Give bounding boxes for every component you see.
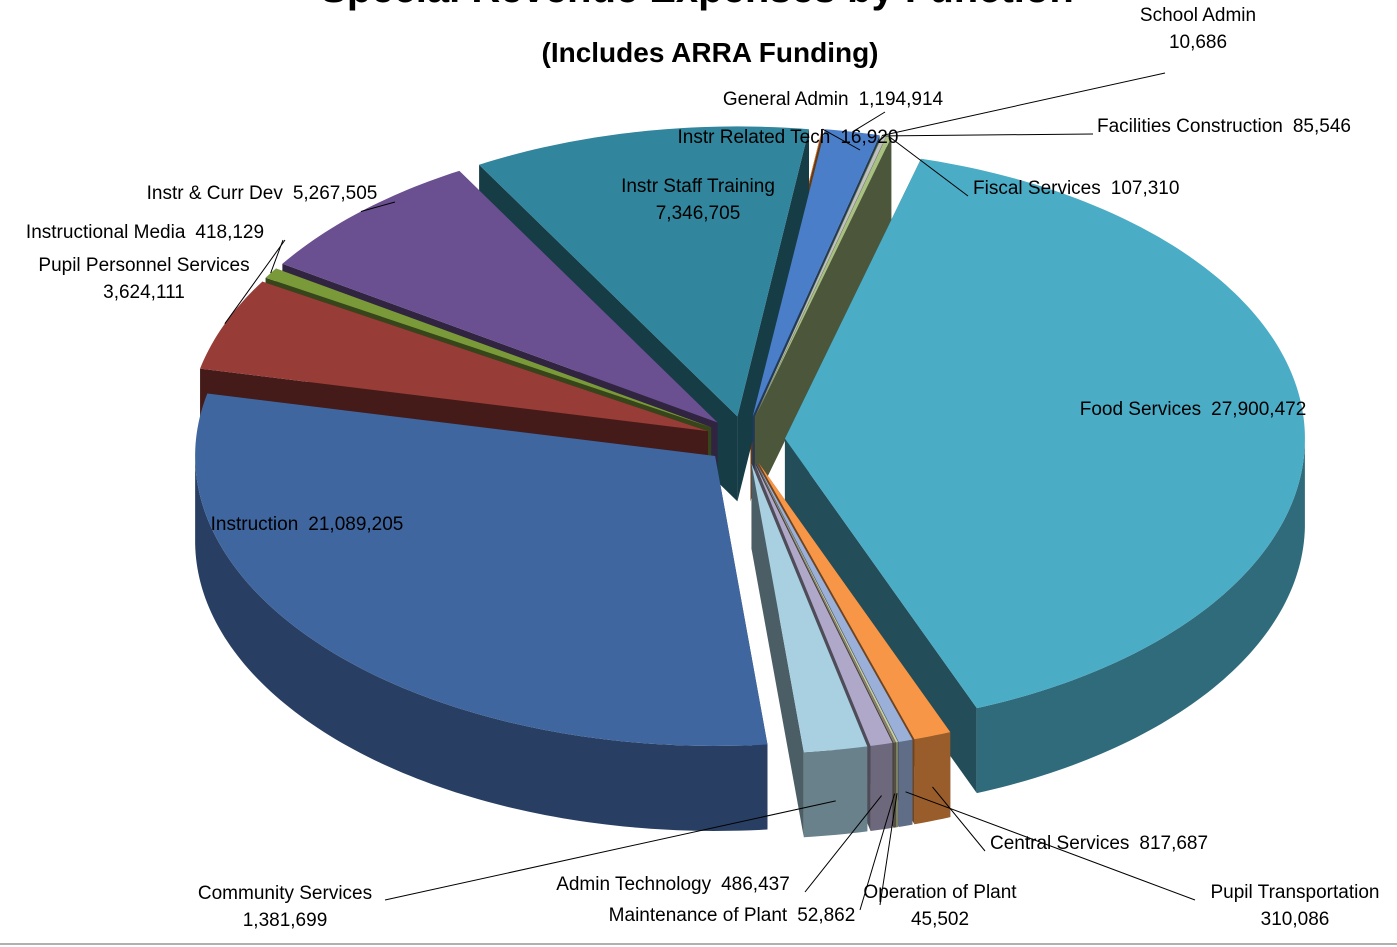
label-name: Pupil Transportation: [1211, 882, 1380, 903]
label-name: General Admin: [723, 89, 849, 110]
data-label: Pupil Transportation 310,086: [1211, 882, 1380, 930]
label-name: Pupil Personnel Services: [38, 255, 249, 276]
slice-top: [751, 463, 868, 753]
leader-line: [859, 793, 896, 911]
label-value: 5,267,505: [293, 183, 378, 204]
data-label: Pupil Personnel Services 3,624,111: [38, 255, 249, 303]
slice-top: [752, 129, 880, 417]
label-value: 45,502: [911, 909, 969, 930]
data-label: Instructional Media 418,129: [26, 222, 264, 243]
label-name: Admin Technology: [556, 874, 711, 895]
label-value: 418,129: [195, 222, 264, 243]
leader-line: [384, 800, 836, 901]
slice-top: [754, 135, 887, 417]
data-label: Operation of Plant 45,502: [863, 882, 1017, 930]
leader-line: [932, 786, 986, 852]
data-label: Fiscal Services 107,310: [973, 178, 1179, 199]
label-name: Instr & Curr Dev: [147, 183, 284, 204]
slice-top: [784, 158, 1305, 709]
data-labels: General Admin 1,194,914 School Admin 10,686…: [26, 5, 1380, 931]
leader-line: [879, 793, 898, 906]
slice-side: [751, 463, 804, 838]
slice-wall: [914, 732, 951, 825]
label-value: 85,546: [1293, 116, 1351, 137]
slice-top: [479, 126, 810, 417]
chart-title: Special Revenue Expenses by Function: [320, 0, 1074, 11]
label-value: 27,900,472: [1211, 399, 1306, 420]
label-value: 107,310: [1111, 178, 1180, 199]
label-value: 21,089,205: [308, 514, 403, 535]
label-name: Facilities Construction: [1097, 116, 1283, 137]
slice-top: [758, 462, 951, 740]
label-name: Instr Related Tech: [678, 127, 831, 148]
data-label: Instruction 21,089,205: [211, 514, 404, 535]
label-value: 1,381,699: [243, 910, 328, 931]
data-label: Admin Technology 486,437: [556, 874, 790, 895]
label-value: 310,086: [1261, 909, 1330, 930]
data-label: Maintenance of Plant 52,862: [609, 905, 856, 926]
slice-top: [755, 463, 896, 743]
label-value: 16,920: [840, 127, 898, 148]
leader-line: [905, 791, 1196, 901]
leader-line: [360, 201, 396, 212]
label-value: 817,687: [1139, 833, 1208, 854]
chart-subtitle: (Includes ARRA Funding): [542, 37, 879, 68]
slice-side: [755, 136, 892, 502]
leader-line: [804, 795, 882, 893]
data-label: Facilities Construction 85,546: [1097, 116, 1351, 137]
data-label: Central Services 817,687: [990, 833, 1208, 854]
leader-line: [224, 239, 286, 324]
leader-line: [822, 128, 861, 151]
label-value: 10,686: [1169, 32, 1227, 53]
label-value: 1,194,914: [859, 89, 944, 110]
slice-top: [265, 268, 712, 428]
label-name: Central Services: [990, 833, 1129, 854]
slice-top: [754, 463, 893, 746]
slice: [755, 136, 892, 502]
data-label: Instr Staff Training 7,346,705: [621, 176, 775, 224]
data-label: Food Services 27,900,472: [1080, 399, 1307, 420]
slice-wall: [870, 742, 893, 831]
data-label: General Admin 1,194,914: [723, 89, 944, 110]
slice: [195, 393, 768, 831]
slice-top: [282, 170, 718, 423]
leader-line: [881, 72, 1166, 137]
label-name: Fiscal Services: [973, 178, 1101, 199]
label-value: 3,624,111: [103, 282, 185, 303]
pie: [195, 126, 1305, 838]
label-name: Maintenance of Plant: [609, 905, 788, 926]
slice-wall: [976, 442, 1305, 794]
leader-line: [884, 133, 1094, 137]
data-label: Instr & Curr Dev 5,267,505: [147, 183, 378, 204]
label-name: Operation of Plant: [863, 882, 1017, 903]
slice-top: [754, 135, 883, 417]
slice: [751, 463, 868, 838]
label-name: Instructional Media: [26, 222, 186, 243]
slice-top: [755, 136, 892, 417]
label-value: 7,346,705: [656, 203, 741, 224]
label-name: Food Services: [1080, 399, 1201, 420]
leader-line: [270, 239, 284, 274]
label-value: 486,437: [721, 874, 790, 895]
data-label: Community Services 1,381,699: [198, 883, 372, 931]
label-value: 52,862: [797, 905, 855, 926]
label-name: Instr Staff Training: [621, 176, 775, 197]
data-label: School Admin 10,686: [1140, 5, 1256, 53]
slice-wall: [898, 739, 913, 827]
slice-wall: [803, 746, 868, 838]
slice-wall: [895, 742, 899, 828]
leader-line: [852, 111, 886, 133]
slice-top: [200, 281, 708, 432]
label-name: Community Services: [198, 883, 372, 904]
slice-top: [756, 462, 913, 742]
slice-top: [195, 393, 768, 746]
label-name: School Admin: [1140, 5, 1256, 26]
data-label: Instr Related Tech 16,920: [678, 127, 899, 148]
slice-wall: [195, 458, 768, 831]
slice-top: [755, 463, 899, 743]
label-name: Instruction: [211, 514, 299, 535]
leader-line: [888, 136, 969, 197]
